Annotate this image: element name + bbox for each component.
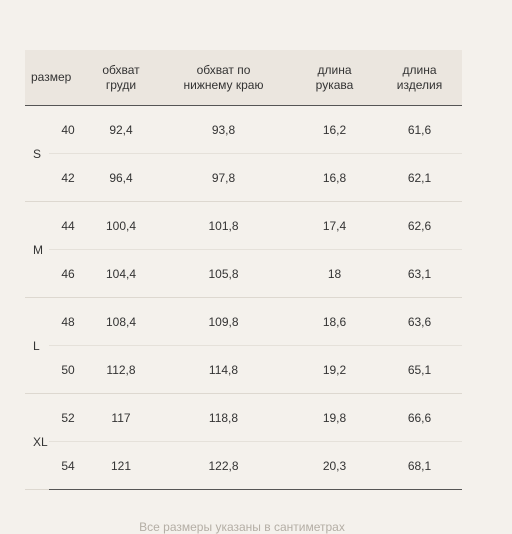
table-header-row: размер обхват груди обхват по нижнему краю… <box>25 50 462 106</box>
size-cell: 42 <box>49 153 87 202</box>
hem-cell: 122,8 <box>155 441 292 490</box>
chest-cell: 117 <box>87 393 155 442</box>
hem-cell: 97,8 <box>155 153 292 202</box>
table-row: 46 104,4 105,8 18 63,1 <box>25 249 462 298</box>
header-sleeve: длина рукава <box>292 50 377 106</box>
sleeve-cell: 20,3 <box>292 441 377 490</box>
hem-cell: 118,8 <box>155 393 292 442</box>
hem-cell: 101,8 <box>155 201 292 250</box>
table-row: M 44 100,4 101,8 17,4 62,6 <box>25 201 462 298</box>
length-cell: 62,6 <box>377 201 462 250</box>
hem-cell: 105,8 <box>155 249 292 298</box>
chest-cell: 121 <box>87 441 155 490</box>
units-footnote: Все размеры указаны в сантиметрах <box>139 520 345 534</box>
size-cell: 46 <box>49 249 87 298</box>
length-cell: 63,6 <box>377 297 462 346</box>
table-row: L 48 108,4 109,8 18,6 63,6 <box>25 297 462 394</box>
size-cell: 48 <box>49 297 87 346</box>
sleeve-cell: 18 <box>292 249 377 298</box>
length-cell: 62,1 <box>377 153 462 202</box>
length-cell: 68,1 <box>377 441 462 490</box>
sleeve-cell: 17,4 <box>292 201 377 250</box>
size-cell: 50 <box>49 345 87 394</box>
table-row: 50 112,8 114,8 19,2 65,1 <box>25 345 462 394</box>
chest-cell: 108,4 <box>87 297 155 346</box>
chest-cell: 92,4 <box>87 105 155 154</box>
size-letter: L <box>25 297 49 394</box>
sleeve-cell: 19,2 <box>292 345 377 394</box>
size-cell: 52 <box>49 393 87 442</box>
header-chest: обхват груди <box>87 50 155 106</box>
chest-cell: 96,4 <box>87 153 155 202</box>
length-cell: 65,1 <box>377 345 462 394</box>
size-letter: XL <box>25 393 49 490</box>
header-length: длина изделия <box>377 50 462 106</box>
header-size: размер <box>25 50 87 106</box>
sleeve-cell: 18,6 <box>292 297 377 346</box>
length-cell: 61,6 <box>377 105 462 154</box>
size-cell: 44 <box>49 201 87 250</box>
table-row: 42 96,4 97,8 16,8 62,1 <box>25 153 462 202</box>
table-row: 54 121 122,8 20,3 68,1 <box>25 441 462 490</box>
chest-cell: 100,4 <box>87 201 155 250</box>
sleeve-cell: 16,8 <box>292 153 377 202</box>
hem-cell: 114,8 <box>155 345 292 394</box>
size-cell: 54 <box>49 441 87 490</box>
length-cell: 63,1 <box>377 249 462 298</box>
table-row: XL 52 117 118,8 19,8 66,6 <box>25 393 462 490</box>
header-hem: обхват по нижнему краю <box>155 50 292 106</box>
chest-cell: 112,8 <box>87 345 155 394</box>
length-cell: 66,6 <box>377 393 462 442</box>
chest-cell: 104,4 <box>87 249 155 298</box>
hem-cell: 93,8 <box>155 105 292 154</box>
size-cell: 40 <box>49 105 87 154</box>
table-row: S 40 92,4 93,8 16,2 61,6 <box>25 105 462 202</box>
size-letter: M <box>25 201 49 298</box>
sleeve-cell: 16,2 <box>292 105 377 154</box>
size-chart-table: размер обхват груди обхват по нижнему краю… <box>25 50 462 490</box>
sleeve-cell: 19,8 <box>292 393 377 442</box>
size-letter: S <box>25 105 49 202</box>
hem-cell: 109,8 <box>155 297 292 346</box>
